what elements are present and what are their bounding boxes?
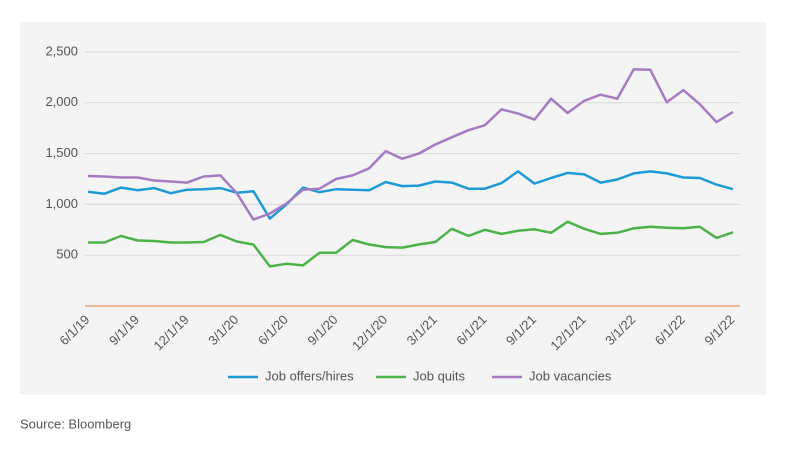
- series-line: [87, 170, 734, 220]
- y-tick-label: 1,000: [45, 196, 78, 211]
- legend-label: Job quits: [413, 368, 466, 383]
- series-line: [88, 220, 734, 268]
- y-tick-label: 2,000: [45, 94, 78, 109]
- source-note: Source: Bloomberg: [20, 416, 131, 431]
- y-tick-label: 500: [56, 247, 78, 262]
- y-tick-label: 1,500: [45, 145, 78, 160]
- chart-panel: [20, 22, 766, 395]
- y-tick-label: 2,500: [45, 43, 78, 58]
- legend-label: Job vacancies: [529, 368, 612, 383]
- series-line: [87, 68, 734, 221]
- legend-label: Job offers/hires: [265, 368, 354, 383]
